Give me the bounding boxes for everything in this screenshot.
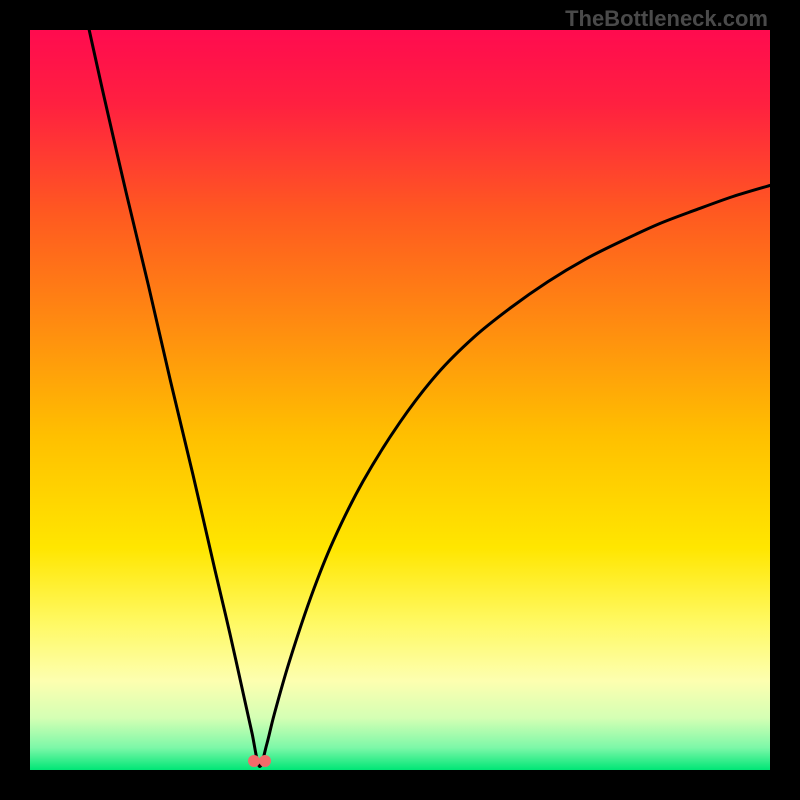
bottleneck-curve	[30, 30, 770, 770]
watermark-text: TheBottleneck.com	[565, 6, 768, 32]
plot-area	[30, 30, 770, 770]
optimal-marker	[259, 755, 271, 767]
chart-container: { "watermark": { "text": "TheBottleneck.…	[0, 0, 800, 800]
